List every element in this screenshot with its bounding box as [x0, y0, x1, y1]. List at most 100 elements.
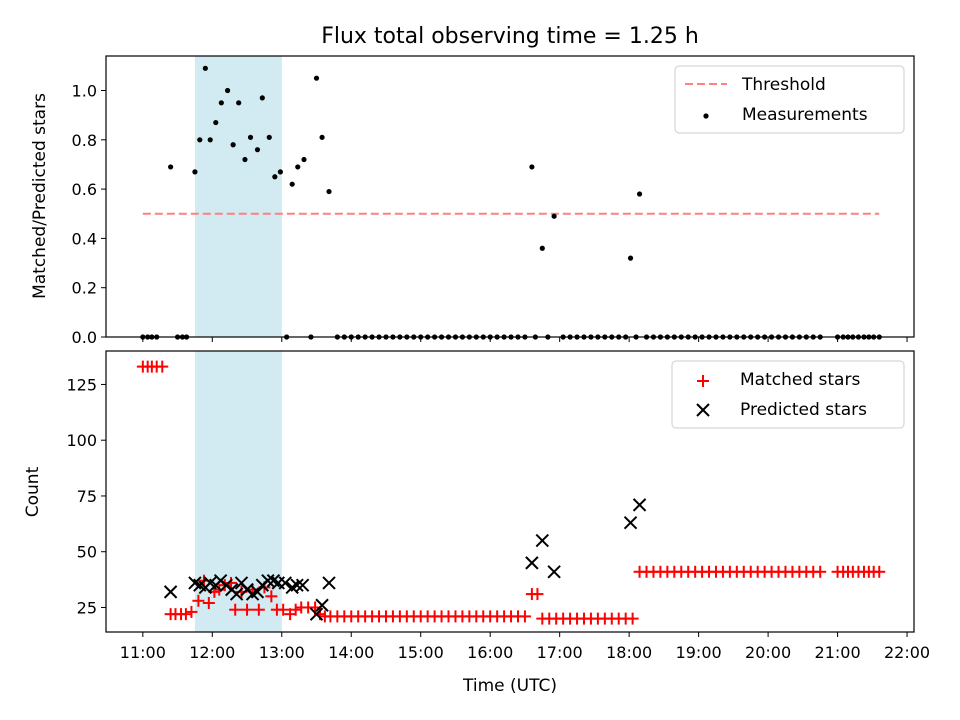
y-tick-label: 125 — [66, 375, 97, 394]
measurement-point — [207, 137, 213, 143]
matched-star-point — [229, 603, 242, 616]
measurement-point — [277, 169, 283, 175]
y-tick-label: 100 — [66, 431, 97, 450]
x-tick-label: 15:00 — [398, 643, 444, 662]
plot-frame — [105, 350, 915, 633]
y-tick-label: 0.6 — [72, 180, 97, 199]
measurement-point — [295, 164, 301, 170]
measurement-point — [192, 169, 198, 175]
predicted-star-point — [229, 587, 244, 601]
matched-star-point — [185, 605, 198, 618]
shaded-interval — [194, 56, 282, 337]
matched-star-point — [531, 588, 544, 601]
matched-star-point — [814, 565, 827, 578]
measurement-point — [259, 95, 265, 101]
measurement-point — [247, 134, 254, 140]
matched-star-point — [518, 610, 531, 623]
predicted-star-point — [261, 573, 275, 588]
predicted-star-point — [315, 598, 329, 612]
y-tick-label: 0.8 — [72, 131, 97, 150]
y-tick-label: 50 — [77, 543, 97, 562]
legend-measurements-label: Measurements — [742, 105, 868, 125]
predicted-star-point — [309, 607, 324, 621]
matched-star-point — [192, 594, 205, 607]
x-tick-label: 20:00 — [745, 643, 791, 662]
count-legend: Matched stars Predicted stars — [671, 360, 905, 429]
predicted-star-point — [163, 585, 178, 599]
matched-star-point — [156, 360, 169, 373]
y-tick-label: 0.4 — [72, 229, 97, 248]
matched-star-point — [289, 603, 302, 616]
legend-threshold-label: Threshold — [741, 75, 826, 95]
legend-predicted-label: Predicted stars — [740, 400, 867, 420]
predicted-star-point — [278, 576, 292, 590]
measurement-point — [168, 164, 174, 170]
measurement-point — [242, 156, 248, 163]
measurement-point — [236, 100, 242, 106]
matched-star-point — [252, 603, 265, 616]
measurement-point — [266, 134, 272, 140]
measurement-point — [319, 134, 325, 140]
legend-matched-swatch — [697, 375, 709, 387]
y-tick-label: 75 — [77, 487, 97, 506]
ratio-panel: 0.0 0.2 0.4 0.6 0.8 1.0 — [72, 55, 915, 347]
x-tick-label: 16:00 — [467, 643, 513, 662]
predicted-star-point — [547, 565, 561, 579]
measurement-point — [224, 87, 231, 94]
predicted-star-point — [250, 585, 265, 599]
measurement-point — [272, 174, 278, 180]
measurement-point — [230, 142, 236, 148]
x-tick-label: 21:00 — [815, 643, 861, 662]
measurement-point — [551, 213, 557, 219]
matched-star-point — [179, 608, 192, 621]
measurement-point — [313, 75, 320, 81]
matched-star-point — [265, 590, 278, 603]
count-y-axis-label: Count — [23, 466, 43, 517]
plot-frame — [105, 55, 915, 338]
x-tick-label: 22:00 — [884, 643, 930, 662]
x-tick-label: 14:00 — [328, 643, 374, 662]
measurement-point — [539, 245, 545, 251]
measurement-point — [636, 191, 643, 197]
predicted-star-point — [290, 578, 304, 592]
ratio-legend: Threshold Measurements — [674, 65, 905, 134]
x-tick-label: 17:00 — [537, 643, 583, 662]
y-tick-label: 25 — [77, 598, 97, 617]
chart-title: Flux total observing time = 1.25 h — [321, 24, 699, 49]
measurement-point — [529, 164, 535, 170]
measurement-point — [197, 137, 203, 143]
y-tick-label: 1.0 — [72, 82, 97, 101]
measurement-point — [218, 100, 224, 106]
predicted-star-point — [295, 578, 310, 592]
measurement-point — [301, 156, 307, 163]
matched-star-point — [277, 603, 290, 616]
measurement-point — [254, 147, 261, 153]
measurement-point — [213, 119, 219, 126]
legend-measurements-swatch — [703, 113, 709, 119]
count-panel: 25 50 75 100 125 11:00 12:00 13:00 14:00 15:00 16:… — [66, 350, 930, 662]
measurement-point — [202, 65, 208, 71]
predicted-star-point — [525, 556, 539, 570]
x-axis-label: Time (UTC) — [462, 676, 557, 696]
legend-matched-label: Matched stars — [740, 370, 860, 390]
matched-star-point — [873, 565, 886, 578]
measurement-point — [289, 181, 295, 187]
matched-star-point — [241, 603, 254, 616]
x-tick-label: 18:00 — [606, 643, 652, 662]
x-tick-label: 19:00 — [676, 643, 722, 662]
predicted-star-point — [535, 533, 550, 548]
x-tick-label: 13:00 — [259, 643, 305, 662]
legend-box — [671, 360, 905, 429]
predicted-star-point — [322, 576, 336, 590]
matched-star-point — [202, 597, 215, 610]
predicted-star-point — [623, 516, 638, 530]
legend-predicted-swatch — [696, 403, 710, 417]
x-tick-label: 11:00 — [120, 643, 166, 662]
y-tick-label: 0.0 — [72, 328, 97, 347]
measurement-point — [627, 255, 634, 261]
legend-box — [674, 65, 905, 134]
matched-star-point — [626, 612, 639, 625]
x-tick-label: 12:00 — [189, 643, 235, 662]
measurement-point — [326, 188, 332, 195]
